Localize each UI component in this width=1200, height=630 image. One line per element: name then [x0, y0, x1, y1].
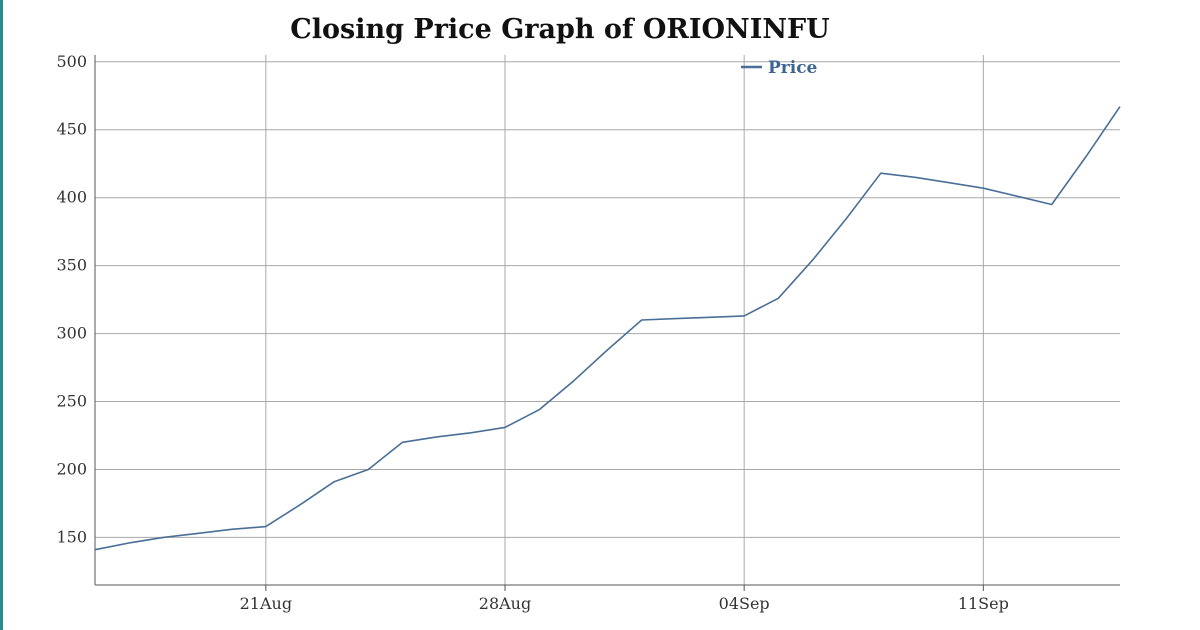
data-point: [402, 441, 404, 443]
x-tick-label-11Sep: 11Sep: [958, 594, 1009, 613]
data-point: [470, 432, 472, 434]
y-tick-label-150: 150: [56, 527, 87, 546]
data-point: [299, 504, 301, 506]
data-point: [982, 187, 984, 189]
data-point: [1017, 195, 1019, 197]
data-point: [777, 297, 779, 299]
data-point: [914, 176, 916, 178]
data-point: [1085, 156, 1087, 158]
data-point: [641, 319, 643, 321]
data-point: [162, 536, 164, 538]
y-tick-label-250: 250: [56, 392, 87, 411]
x-tick-label-28Aug: 28Aug: [479, 594, 531, 613]
data-point: [538, 409, 540, 411]
data-point: [812, 259, 814, 261]
y-tick-label-200: 200: [56, 459, 87, 478]
data-point: [128, 542, 130, 544]
legend-label-price: Price: [768, 58, 818, 78]
grid-lines: [95, 55, 1120, 585]
data-point: [709, 316, 711, 318]
data-point: [948, 182, 950, 184]
y-tick-label-350: 350: [56, 256, 87, 275]
y-axis-tick-labels: 150 200 250 300 350 400 450 500: [56, 52, 87, 547]
x-tick-label-21Aug: 21Aug: [240, 594, 292, 613]
axes: [94, 55, 1120, 591]
data-point: [846, 217, 848, 219]
data-point: [607, 349, 609, 351]
data-point: [743, 315, 745, 317]
data-point: [94, 549, 96, 551]
data-point: [197, 532, 199, 534]
legend: Price: [741, 58, 818, 78]
data-point: [333, 481, 335, 483]
data-point: [265, 526, 267, 528]
y-tick-label-500: 500: [56, 52, 87, 71]
x-axis-tick-labels: 21Aug 28Aug 04Sep 11Sep: [240, 594, 1009, 613]
series-layer: [94, 106, 1121, 551]
data-point: [1119, 106, 1121, 108]
data-point: [880, 172, 882, 174]
series-line-price: [94, 106, 1121, 551]
y-tick-label-400: 400: [56, 188, 87, 207]
data-point: [231, 528, 233, 530]
y-tick-label-300: 300: [56, 324, 87, 343]
data-point: [1051, 203, 1053, 205]
data-point: [436, 436, 438, 438]
data-point: [367, 468, 369, 470]
left-edge-accent: [0, 0, 3, 630]
data-point: [572, 380, 574, 382]
y-tick-label-450: 450: [56, 120, 87, 139]
x-tick-label-04Sep: 04Sep: [719, 594, 770, 613]
chart-title: Closing Price Graph of ORIONINFU: [290, 14, 830, 45]
data-point: [504, 426, 506, 428]
data-point: [675, 318, 677, 320]
